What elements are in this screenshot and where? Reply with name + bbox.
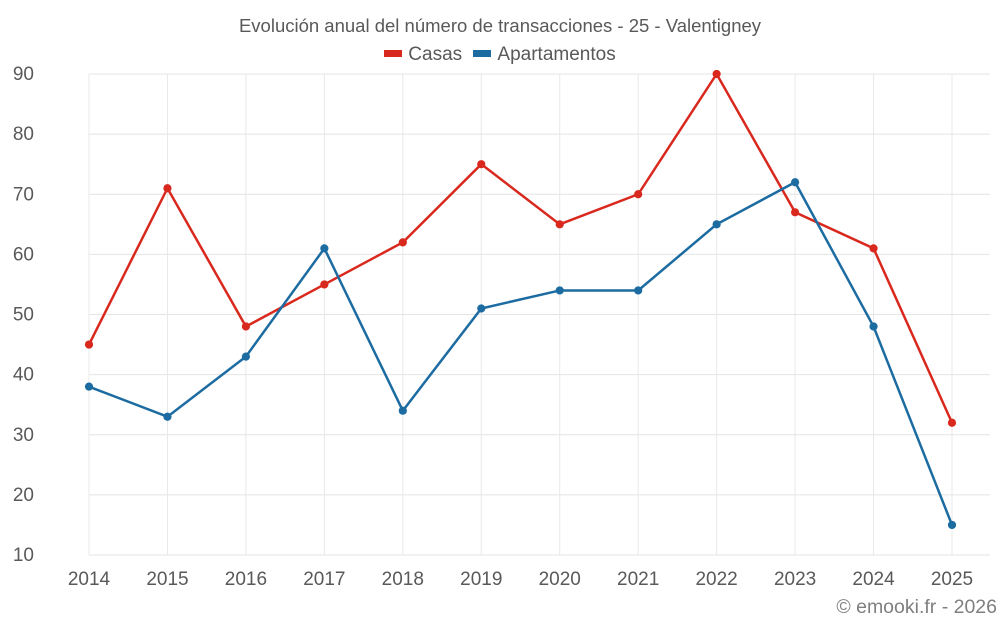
svg-text:2015: 2015 [146, 569, 188, 590]
svg-text:2017: 2017 [303, 569, 345, 590]
svg-text:60: 60 [13, 244, 34, 265]
svg-text:70: 70 [13, 184, 34, 205]
svg-text:10: 10 [13, 545, 34, 566]
svg-text:40: 40 [13, 365, 34, 386]
svg-text:2021: 2021 [617, 569, 659, 590]
svg-text:30: 30 [13, 425, 34, 446]
svg-text:2023: 2023 [774, 569, 816, 590]
svg-text:2014: 2014 [68, 569, 111, 590]
svg-text:50: 50 [13, 305, 34, 326]
svg-text:80: 80 [13, 124, 34, 145]
svg-text:2024: 2024 [852, 569, 895, 590]
svg-text:90: 90 [13, 64, 34, 85]
svg-text:2018: 2018 [382, 569, 424, 590]
svg-text:2022: 2022 [695, 569, 737, 590]
svg-text:2020: 2020 [539, 569, 581, 590]
svg-text:2019: 2019 [460, 569, 502, 590]
svg-text:2025: 2025 [931, 569, 973, 590]
svg-text:2016: 2016 [225, 569, 267, 590]
svg-text:20: 20 [13, 485, 34, 506]
